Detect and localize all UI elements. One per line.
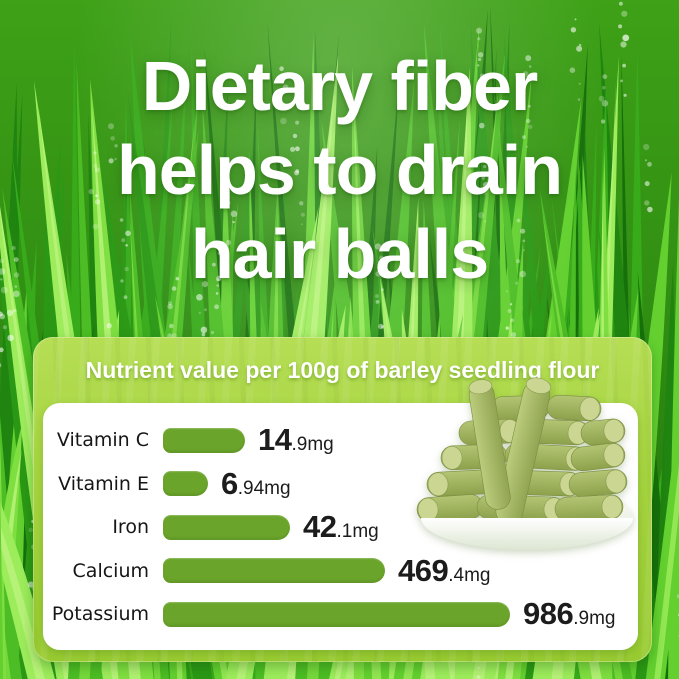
nutrient-bar: [163, 601, 510, 627]
chart-row: Potassium 986.9mg: [43, 596, 616, 631]
value-integer: 42: [303, 509, 337, 544]
value-integer: 14: [258, 422, 292, 457]
nutrient-value: 986.9mg: [523, 596, 615, 632]
nutrient-value: 14.9mg: [258, 422, 334, 458]
nutrient-label: Iron: [112, 516, 149, 538]
chart-row: Iron 42.1mg: [43, 509, 378, 544]
product-photo-barley-sticks: [416, 377, 633, 550]
nutrient-bar: [163, 514, 290, 540]
chart-row: Vitamin E 6.94mg: [43, 466, 290, 501]
nutrient-bar: [163, 427, 245, 453]
value-decimal-unit: .94mg: [237, 477, 291, 499]
nutrient-label: Vitamin C: [56, 429, 149, 451]
headline-line-1: Dietary fiber: [141, 47, 538, 125]
value-integer: 469: [398, 552, 449, 588]
value-decimal-unit: .4mg: [448, 564, 491, 586]
nutrient-value: 6.94mg: [221, 466, 291, 502]
chart-row: Vitamin C 14.9mg: [43, 422, 334, 457]
nutrient-value: 469.4mg: [398, 553, 490, 589]
nutrient-value: 42.1mg: [303, 509, 379, 545]
nutrient-bar: [163, 471, 208, 496]
chart-row: Calcium 469.4mg: [43, 553, 491, 588]
value-decimal-unit: .9mg: [291, 434, 334, 455]
headline-line-3: hair balls: [190, 215, 489, 293]
nutrient-bar: [163, 558, 385, 583]
value-decimal-unit: .9mg: [573, 608, 616, 629]
nutrient-label: Vitamin E: [58, 472, 149, 495]
value-integer: 6: [221, 465, 238, 501]
value-decimal-unit: .1mg: [336, 521, 379, 542]
headline-line-2: helps to drain: [117, 131, 563, 209]
value-integer: 986: [523, 596, 574, 631]
chart-title: Nutrient value per 100g of barley seedli…: [85, 356, 600, 383]
nutrient-label: Calcium: [72, 559, 149, 582]
headline: Dietary fiber helps to drain hair balls: [0, 44, 679, 296]
nutrient-label: Potassium: [51, 603, 149, 625]
